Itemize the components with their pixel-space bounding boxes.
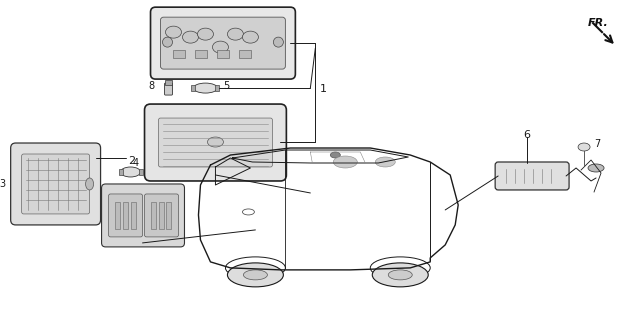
Text: 4: 4 (132, 158, 139, 168)
FancyBboxPatch shape (164, 83, 173, 95)
Ellipse shape (273, 37, 284, 47)
Ellipse shape (182, 31, 198, 43)
Ellipse shape (330, 152, 340, 158)
Bar (164, 80, 173, 85)
Text: 1: 1 (319, 84, 326, 94)
FancyBboxPatch shape (102, 184, 184, 247)
FancyBboxPatch shape (495, 162, 569, 190)
Bar (115, 202, 120, 229)
Ellipse shape (588, 164, 604, 172)
FancyBboxPatch shape (109, 194, 143, 237)
Bar (218, 50, 229, 58)
Bar (191, 85, 195, 91)
Bar (150, 202, 156, 229)
Bar (118, 169, 122, 175)
Bar (195, 50, 207, 58)
Ellipse shape (198, 28, 214, 40)
Bar (131, 202, 136, 229)
Ellipse shape (212, 41, 228, 53)
FancyBboxPatch shape (145, 104, 286, 181)
Bar (122, 202, 127, 229)
Ellipse shape (86, 178, 93, 190)
FancyBboxPatch shape (11, 143, 100, 225)
Ellipse shape (207, 137, 223, 147)
Text: 5: 5 (223, 81, 230, 91)
Ellipse shape (372, 263, 428, 287)
Ellipse shape (120, 167, 141, 177)
Ellipse shape (166, 26, 182, 38)
Bar (173, 50, 186, 58)
Bar (216, 85, 220, 91)
Ellipse shape (193, 83, 218, 93)
Ellipse shape (227, 263, 284, 287)
Text: 7: 7 (594, 139, 600, 149)
FancyBboxPatch shape (150, 7, 296, 79)
FancyBboxPatch shape (22, 154, 90, 214)
Text: 6: 6 (524, 130, 531, 140)
FancyBboxPatch shape (161, 17, 285, 69)
FancyBboxPatch shape (159, 118, 273, 167)
Text: 8: 8 (148, 81, 154, 91)
Ellipse shape (578, 143, 590, 151)
Bar (239, 50, 252, 58)
Bar (138, 169, 143, 175)
Text: 2: 2 (129, 156, 136, 166)
Bar (166, 202, 172, 229)
Ellipse shape (163, 37, 173, 47)
Ellipse shape (243, 31, 259, 43)
FancyBboxPatch shape (145, 194, 179, 237)
Bar (159, 202, 163, 229)
Text: 3: 3 (0, 179, 6, 189)
Ellipse shape (227, 28, 243, 40)
Ellipse shape (243, 270, 268, 280)
Text: FR.: FR. (588, 18, 609, 28)
Ellipse shape (375, 157, 396, 167)
Ellipse shape (333, 156, 357, 168)
Ellipse shape (388, 270, 412, 280)
